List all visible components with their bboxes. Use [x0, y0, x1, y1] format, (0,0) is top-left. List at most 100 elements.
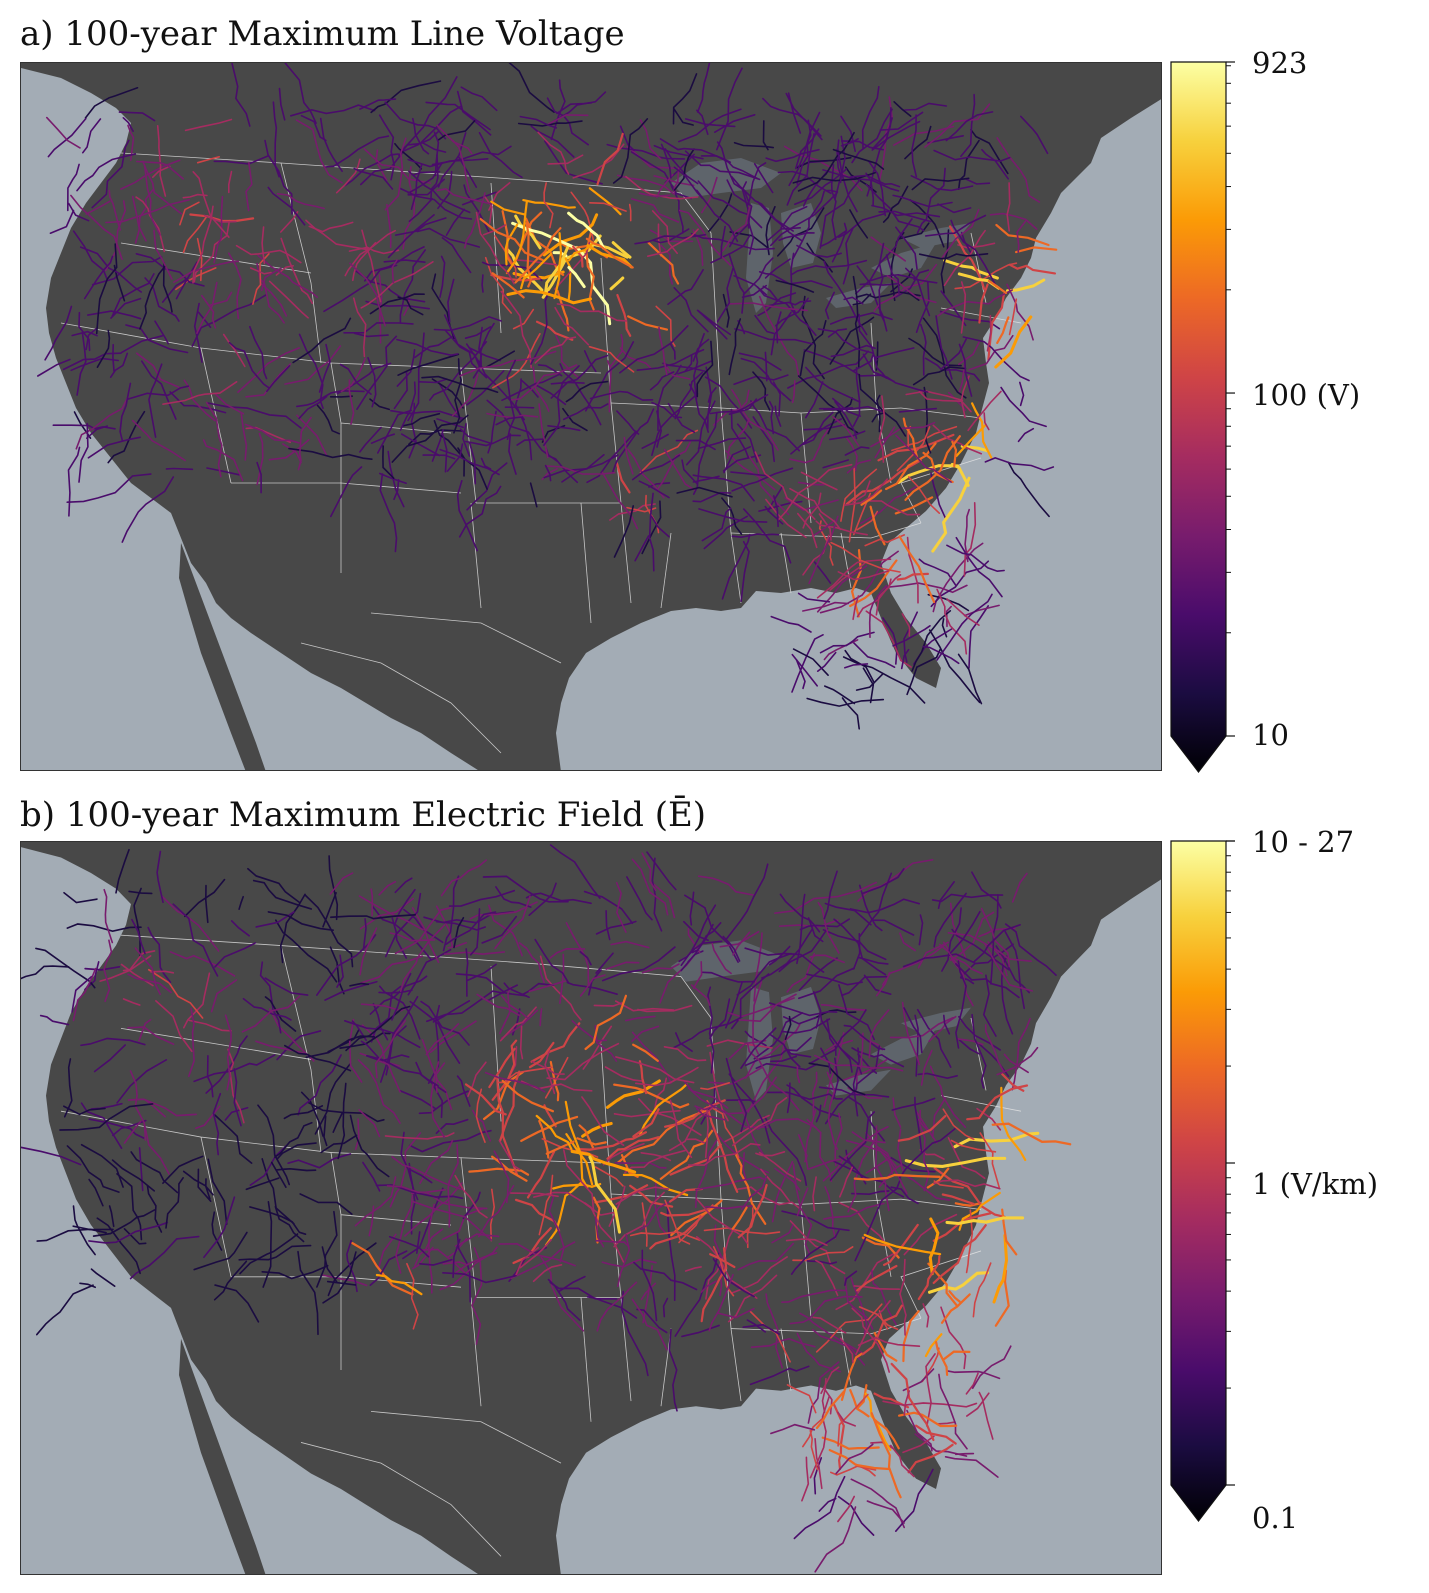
transmission-line: [634, 535, 650, 562]
transmission-line: [856, 510, 879, 531]
transmission-line: [84, 87, 139, 119]
transmission-line: [87, 436, 141, 459]
transmission-line: [947, 1370, 1001, 1380]
transmission-line: [800, 471, 838, 491]
transmission-line: [120, 335, 164, 354]
transmission-line: [797, 1134, 808, 1163]
transmission-line: [399, 381, 417, 431]
transmission-line: [511, 364, 578, 401]
transmission-line: [790, 1229, 840, 1275]
state-border: [900, 1250, 982, 1319]
transmission-line: [529, 482, 538, 508]
transmission-line: [207, 402, 302, 429]
transmission-line: [196, 156, 220, 164]
transmission-line: [431, 429, 444, 462]
transmission-line: [165, 467, 194, 471]
transmission-line: [733, 141, 774, 149]
state-border: [800, 412, 812, 524]
transmission-line: [36, 1284, 94, 1336]
transmission-line: [744, 947, 825, 973]
transmission-line: [955, 1452, 975, 1456]
transmission-line: [849, 209, 869, 239]
state-border: [800, 1204, 812, 1319]
transmission-line: [933, 1180, 964, 1189]
transmission-line: [495, 416, 522, 426]
transmission-line: [684, 355, 693, 373]
transmission-line: [518, 942, 545, 984]
transmission-line: [722, 293, 730, 328]
transmission-line: [108, 1205, 115, 1228]
transmission-line: [391, 414, 469, 463]
state-border: [620, 502, 632, 604]
transmission-line: [790, 259, 868, 276]
transmission-line: [638, 192, 671, 198]
transmission-line: [996, 137, 1041, 203]
transmission-line: [252, 879, 312, 910]
transmission-line: [816, 560, 867, 599]
transmission-line: [819, 550, 899, 614]
transmission-line: [673, 148, 695, 191]
transmission-line: [155, 1000, 193, 1053]
transmission-line: [84, 961, 100, 991]
transmission-line: [870, 236, 906, 262]
transmission-line: [903, 611, 918, 663]
transmission-line: [792, 171, 876, 184]
transmission-line: [492, 333, 541, 389]
transmission-line: [789, 458, 815, 464]
transmission-line: [93, 1044, 126, 1073]
transmission-line: [926, 1167, 950, 1189]
transmission-line: [572, 143, 625, 179]
transmission-line: [540, 1256, 585, 1332]
transmission-line: [862, 868, 905, 894]
state-border: [870, 1111, 892, 1277]
transmission-line: [922, 645, 960, 665]
transmission-line: [138, 1147, 144, 1192]
transmission-line: [861, 86, 880, 149]
transmission-line: [874, 1125, 890, 1212]
transmission-line: [21, 965, 70, 980]
transmission-line: [852, 1047, 861, 1117]
transmission-line: [210, 979, 238, 1013]
transmission-line: [141, 360, 177, 420]
transmission-line: [491, 1155, 528, 1182]
transmission-line: [526, 1150, 556, 1199]
transmission-line: [837, 213, 885, 238]
transmission-line: [231, 63, 251, 127]
transmission-line: [567, 266, 586, 289]
transmission-line: [498, 1243, 576, 1267]
transmission-line: [837, 1495, 875, 1536]
transmission-line: [418, 1090, 469, 1115]
transmission-line: [71, 330, 98, 337]
transmission-line: [774, 405, 782, 427]
transmission-line: [861, 1236, 900, 1259]
transmission-line: [869, 500, 921, 516]
transmission-line: [812, 1316, 847, 1334]
transmission-network: [37, 63, 1058, 730]
transmission-line: [612, 118, 649, 184]
transmission-line: [550, 354, 609, 399]
transmission-line: [296, 414, 328, 456]
transmission-line: [765, 498, 807, 539]
transmission-line: [728, 253, 745, 314]
transmission-line: [494, 895, 531, 950]
transmission-line: [868, 1009, 890, 1059]
transmission-line: [452, 1252, 498, 1276]
transmission-line: [996, 316, 1010, 344]
transmission-line: [70, 194, 123, 260]
transmission-line: [683, 1081, 729, 1109]
transmission-line: [196, 237, 203, 282]
transmission-line: [90, 1268, 116, 1287]
transmission-line: [815, 1303, 883, 1353]
transmission-line: [408, 197, 433, 223]
transmission-line: [203, 1196, 236, 1259]
transmission-line: [964, 508, 970, 563]
transmission-line: [755, 1062, 818, 1071]
transmission-line: [439, 1246, 498, 1291]
transmission-line: [358, 1108, 381, 1138]
transmission-line: [485, 350, 515, 368]
transmission-line: [927, 593, 970, 612]
transmission-line: [978, 283, 989, 324]
transmission-line: [605, 961, 640, 970]
transmission-line: [673, 166, 703, 199]
transmission-line: [332, 1112, 343, 1134]
